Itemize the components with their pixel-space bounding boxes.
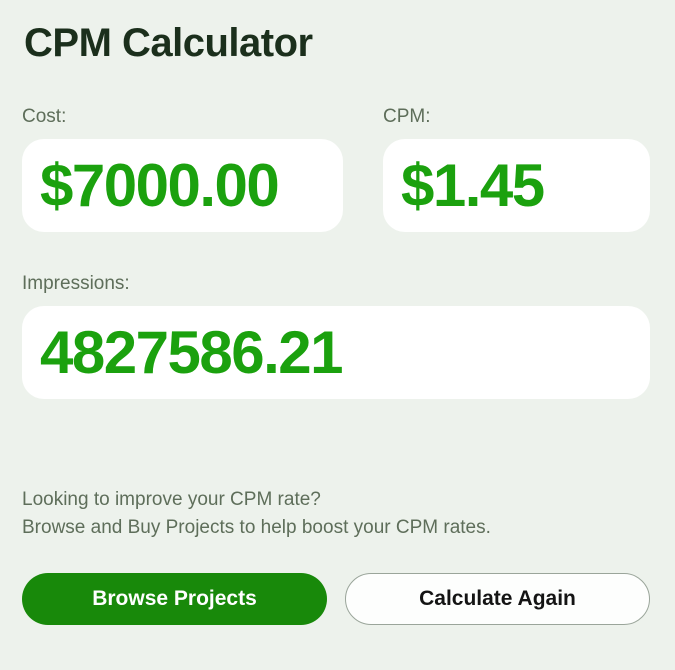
cost-input[interactable]: $7000.00 xyxy=(22,139,343,232)
cta-line-1: Looking to improve your CPM rate? xyxy=(22,489,321,510)
cost-value: $7000.00 xyxy=(40,152,280,219)
browse-projects-button[interactable]: Browse Projects xyxy=(22,573,327,625)
cta-line-2: Browse and Buy Projects to help boost yo… xyxy=(22,517,491,538)
cost-field: Cost: $7000.00 xyxy=(22,105,343,232)
cpm-label: CPM: xyxy=(383,106,431,127)
impressions-field: Impressions: 4827586.21 xyxy=(22,272,650,399)
cost-label: Cost: xyxy=(22,106,67,127)
cpm-input[interactable]: $1.45 xyxy=(383,139,650,232)
page-title: CPM Calculator xyxy=(24,21,313,65)
cta-text: Looking to improve your CPM rate? Browse… xyxy=(22,486,650,542)
buttons-row: Browse Projects Calculate Again xyxy=(22,573,650,625)
cpm-value: $1.45 xyxy=(401,152,545,219)
impressions-label: Impressions: xyxy=(22,273,130,294)
calculate-again-button[interactable]: Calculate Again xyxy=(345,573,650,625)
cpm-calculator-panel: CPM Calculator Cost: $7000.00 CPM: $1.45… xyxy=(0,20,675,670)
impressions-value: 4827586.21 xyxy=(40,319,344,386)
fields-row: Cost: $7000.00 CPM: $1.45 xyxy=(22,105,650,232)
impressions-input[interactable]: 4827586.21 xyxy=(22,306,650,399)
cpm-field: CPM: $1.45 xyxy=(383,105,650,232)
